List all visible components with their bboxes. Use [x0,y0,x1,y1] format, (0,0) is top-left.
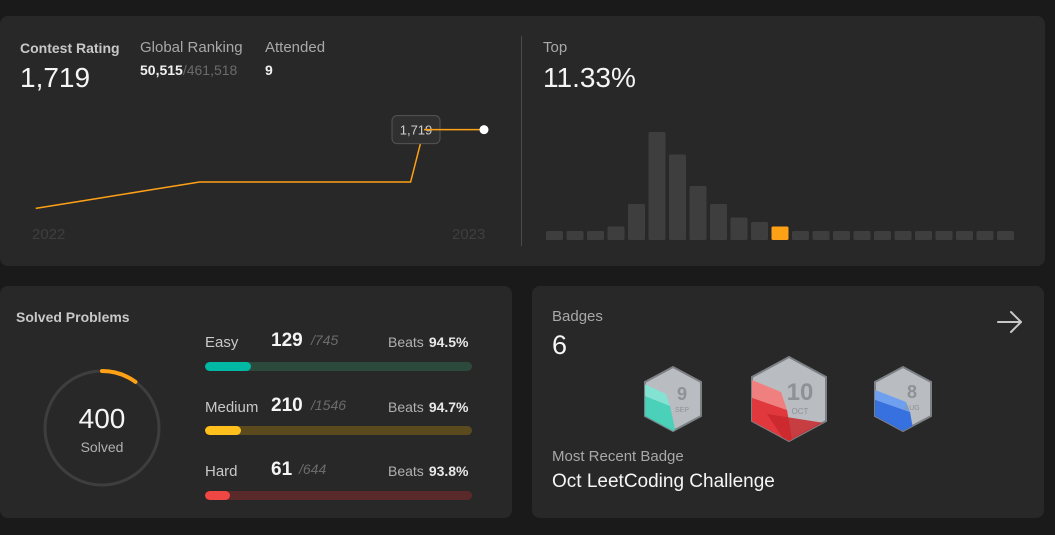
hard-progress-bar [205,491,472,500]
distribution-bar[interactable] [710,204,727,240]
medium-beats: Beats 94.7% [388,399,469,415]
hard-progress-fill [205,491,231,500]
aug-badge-number: 8 [907,382,917,402]
distribution-bar[interactable] [792,231,809,240]
easy-progress-fill [205,362,252,371]
distribution-bar[interactable] [915,231,932,240]
distribution-bar[interactable] [935,231,953,240]
distribution-bar[interactable] [566,231,584,240]
global-ranking-total: /461,518 [182,62,238,78]
distribution-bar-current[interactable] [771,226,789,241]
hard-beats: Beats 93.8% [388,463,469,479]
easy-count: 129 [271,330,303,351]
rating-line-chart[interactable]: 1,719 2022 2023 [20,106,500,246]
distribution-bar[interactable] [628,204,645,240]
hard-beats-value: 93.8% [428,463,469,479]
global-ranking-value: 50,515/461,518 [140,62,237,78]
oct-badge-month: OCT [792,407,809,416]
year-end-label: 2023 [452,226,485,243]
sep-badge-number: 9 [677,384,687,404]
easy-total: /745 [311,332,339,348]
contest-rating-value: 1,719 [20,62,91,93]
hard-beats-label: Beats [388,463,424,479]
distribution-bar[interactable] [546,231,563,240]
distribution-bar[interactable] [976,231,994,240]
rating-line [35,129,425,210]
ring-progress-arc [43,369,161,487]
solved-count: 400 [79,403,126,434]
distribution-bar[interactable] [894,231,912,240]
arrow-right-icon[interactable] [995,308,1025,336]
distribution-bar[interactable] [648,132,666,240]
easy-beats-label: Beats [388,334,424,350]
aug-badge-month: AUG [904,405,919,412]
attended-label: Attended [265,39,326,56]
contest-card: Contest Rating 1,719 Global Ranking 50,5… [0,16,1045,266]
easy-beats: Beats 94.5% [388,334,469,350]
solved-problems-card: Solved Problems 400 Solved Easy 129 /745… [0,286,512,518]
distribution-bar[interactable] [812,231,830,240]
distribution-bar[interactable] [874,231,891,240]
medium-beats-value: 94.7% [428,399,469,415]
sep-badge-month: SEP [675,407,689,414]
easy-progress-bar [205,362,472,371]
most-recent-badge-label: Most Recent Badge [552,448,684,465]
distribution-bar[interactable] [833,231,850,240]
contest-rating-label: Contest Rating [20,40,120,56]
medium-progress-fill [205,426,242,435]
distribution-bar[interactable] [853,231,871,240]
badges-label: Badges [552,308,603,325]
hard-count: 61 [271,459,293,480]
top-label: Top [543,39,568,56]
distribution-bar[interactable] [997,231,1014,240]
medium-label: Medium [205,399,259,416]
badges-card: Badges 6 9 SEP 10 OCT 8 [532,286,1044,518]
easy-label: Easy [205,334,239,351]
hard-total: /644 [299,461,327,477]
medium-progress-bar [205,426,472,435]
year-start-label: 2022 [32,226,65,243]
distribution-bar[interactable] [607,226,625,241]
distribution-bar[interactable] [751,222,768,240]
medium-count: 210 [271,395,303,416]
sep-badge-icon[interactable]: 9 SEP [640,364,706,434]
card-divider [521,36,522,246]
distribution-bar[interactable] [689,186,707,240]
oct-badge-number: 10 [787,379,814,406]
distribution-bar[interactable] [587,231,604,240]
solved-progress-ring: 400 Solved [43,369,161,487]
rating-tooltip-value: 1,719 [400,123,433,138]
solved-sub-label: Solved [81,439,124,455]
global-ranking-label: Global Ranking [140,39,243,56]
hard-label: Hard [205,463,238,480]
oct-badge-icon[interactable]: 10 OCT [747,354,831,444]
most-recent-badge-name: Oct LeetCoding Challenge [552,471,775,492]
distribution-bar[interactable] [669,154,686,241]
global-ranking-current: 50,515 [140,62,183,78]
aug-badge-icon[interactable]: 8 AUG [870,364,936,434]
rating-tooltip: 1,719 [391,115,489,145]
medium-total: /1546 [311,397,347,413]
rating-current-point[interactable] [479,125,489,135]
top-percentage-value: 11.33% [543,62,636,93]
solved-problems-title: Solved Problems [16,309,130,325]
rating-distribution-chart[interactable] [546,126,1021,242]
distribution-bar[interactable] [956,231,973,240]
attended-value: 9 [265,62,273,78]
medium-beats-label: Beats [388,399,424,415]
badges-count: 6 [552,330,568,360]
distribution-bar[interactable] [730,217,748,241]
easy-beats-value: 94.5% [428,334,469,350]
